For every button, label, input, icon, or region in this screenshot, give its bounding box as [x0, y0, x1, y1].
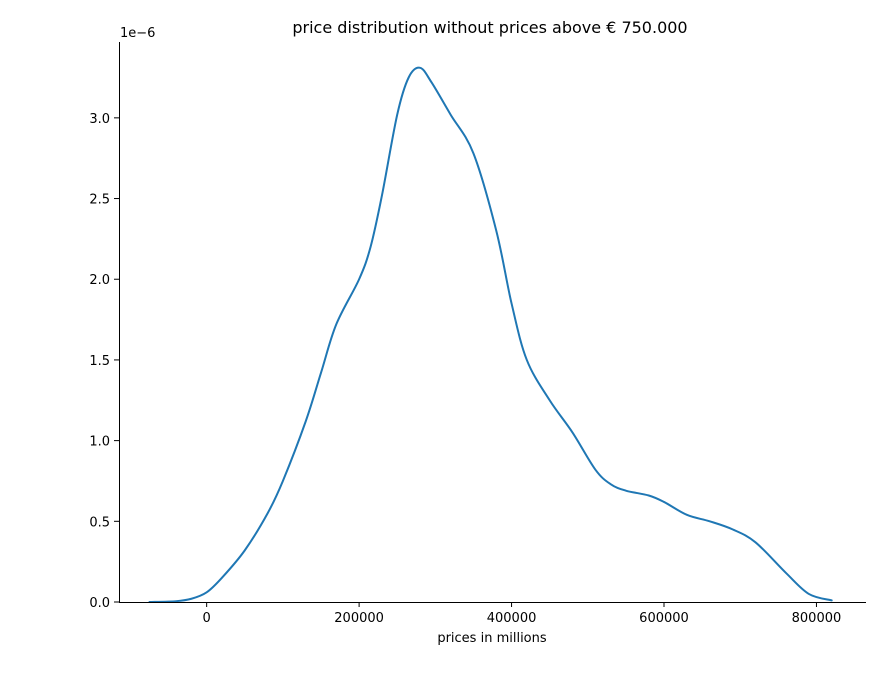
- y-tick-label: 0.0: [89, 596, 110, 611]
- y-tick-label: 2.0: [89, 273, 110, 288]
- density-curve: [148, 66, 833, 603]
- x-axis-label: prices in millions: [437, 631, 547, 646]
- y-tick-label: 2.5: [89, 193, 110, 208]
- chart-title: price distribution without prices above …: [292, 18, 687, 37]
- y-tick-label: 3.0: [89, 112, 110, 127]
- y-tick-label: 0.5: [89, 515, 110, 530]
- y-tick-label: 1.5: [89, 354, 110, 369]
- y-tick-label: 1.0: [89, 435, 110, 450]
- y-axis-ticks: 0.0 0.5 1.0 1.5 2.0 2.5 3.0: [89, 112, 119, 611]
- x-tick-label: 600000: [639, 611, 689, 626]
- x-axis-ticks: 0 200000 400000 600000 800000: [203, 602, 842, 626]
- x-tick-label: 400000: [487, 611, 537, 626]
- x-tick-label: 200000: [334, 611, 384, 626]
- x-tick-label: 0: [203, 611, 211, 626]
- x-tick-label: 800000: [792, 611, 842, 626]
- y-offset-label: 1e−6: [120, 26, 155, 41]
